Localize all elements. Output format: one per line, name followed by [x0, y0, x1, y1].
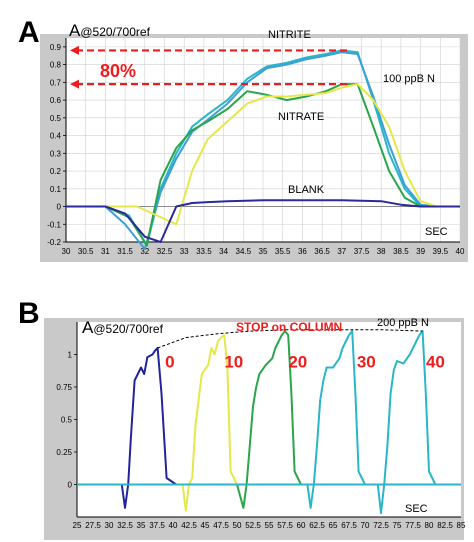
panel-b-x-tick-label: 32.5: [117, 521, 133, 530]
panel-b-label-conc: 200 ppB N: [377, 317, 429, 329]
panel-a-x-tick-label: 33: [180, 247, 189, 256]
panel-a-x-tick-label: 32.5: [157, 247, 173, 256]
panel-a-label-nitrate: NITRATE: [278, 111, 324, 123]
panel-b-y-tick-label: 0.5: [61, 416, 73, 425]
panel-a-y-tick-label: 0.9: [50, 43, 62, 52]
panel-b-peak-label: 30: [357, 353, 376, 372]
panel-a-y-tick-label: 0.7: [50, 78, 62, 87]
panel-b-envelope: [157, 329, 423, 349]
panel-a-x-tick-label: 34: [219, 247, 228, 256]
panel-b-x-tick-label: 50: [233, 521, 242, 530]
panel-b-x-tick-label: 57.5: [277, 521, 293, 530]
panel-b-x-tick-label: 77.5: [405, 521, 421, 530]
panel-a-y-tick-label: 0.5: [50, 114, 62, 123]
panel-a-title: A@520/700ref: [69, 21, 151, 40]
panel-b-peak-label: 0: [165, 353, 174, 372]
panel-b-x-tick-label: 40: [169, 521, 178, 530]
panel-a-y-tick-label: -0.2: [47, 238, 61, 247]
panel-b-x-tick-label: 62.5: [309, 521, 325, 530]
panel-b-x-tick-label: 27.5: [85, 521, 101, 530]
panel-b-x-tick-label: 30: [105, 521, 114, 530]
panel-a-x-tick-label: 30: [62, 247, 71, 256]
panel-a-y-tick-label: 0.6: [50, 96, 62, 105]
panel-a-series-blank: [66, 199, 460, 243]
panel-a-x-tick-label: 31.5: [117, 247, 133, 256]
panel-a-label-blank: BLANK: [288, 184, 325, 196]
panel-b-peak-label: 20: [288, 353, 307, 372]
panel-a-guide-arrow: [70, 79, 79, 89]
panel-a-y-tick-label: 0.8: [50, 61, 62, 70]
panel-b-x-tick-label: 52.5: [245, 521, 261, 530]
panel-a-label-conc: 100 ppB N: [383, 73, 435, 85]
panel-b-x-tick-label: 35: [137, 521, 146, 530]
panel-b-series-s10: [77, 334, 461, 512]
panel-a-title-main: A: [69, 21, 81, 40]
panel-a-label-pct: 80%: [100, 61, 136, 81]
panel-b-y-tick-label: 0.25: [56, 448, 72, 457]
panel-a-y-tick-label: 0.3: [50, 149, 62, 158]
panel-a-x-tick-label: 30.5: [78, 247, 94, 256]
panel-b-x-tick-label: 37.5: [149, 521, 165, 530]
panel-a-series-nitrate_2: [66, 83, 460, 226]
panel-b-plot-area: [77, 322, 461, 517]
panel-b-x-tick-label: 70: [361, 521, 370, 530]
panel-a-y-tick-label: 0.1: [50, 185, 62, 194]
panel-a-x-tick-label: 33.5: [196, 247, 212, 256]
panel-a-label-nitrite: NITRITE: [268, 29, 311, 41]
panel-b-label-stop: STOP on COLUMN: [236, 320, 342, 334]
panel-b-x-tick-label: 72.5: [373, 521, 389, 530]
panel-a-x-tick-label: 38: [377, 247, 386, 256]
panel-a-guide-arrow: [70, 45, 79, 55]
panel-a-x-tick-label: 36.5: [314, 247, 330, 256]
panel-a-x-tick-label: 37.5: [354, 247, 370, 256]
panel-b-series-s0: [77, 347, 186, 509]
panel-b-series-s40: [77, 330, 461, 515]
panel-a-x-tick-label: 37: [337, 247, 346, 256]
panel-b-x-tick-label: 60: [297, 521, 306, 530]
panel-b-series-s30: [77, 330, 461, 509]
panel-a-y-tick-label: 0.2: [50, 167, 62, 176]
panel-a-x-tick-label: 36: [298, 247, 307, 256]
panel-b-x-tick-label: 85: [457, 521, 466, 530]
panel-b-layer: 25 27.5 30 32.5 35 37.5 40 42.5 45 47.5 50 52.5 55 57…: [56, 322, 466, 530]
panel-a-x-tick-label: 35.5: [275, 247, 291, 256]
panel-a-title-suffix: @520/700ref: [80, 25, 150, 39]
panel-a-letter: A: [18, 16, 40, 49]
panel-b-peak-label: 10: [224, 353, 243, 372]
panel-a-x-tick-label: 35: [259, 247, 268, 256]
panel-b-x-tick-label: 67.5: [341, 521, 357, 530]
panel-b-peak-label: 40: [426, 353, 445, 372]
panel-a-x-tick-label: 38.5: [393, 247, 409, 256]
panel-b-title-suffix: @520/700ref: [93, 322, 163, 336]
panel-b-y-tick-label: 0: [68, 481, 73, 490]
panel-b-x-tick-label: 25: [73, 521, 82, 530]
panel-a-y-tick-label: -0.1: [47, 220, 61, 229]
panel-b-x-tick-label: 55: [265, 521, 274, 530]
panel-a-x-tick-label: 39.5: [433, 247, 449, 256]
panel-b-x-tick-label: 42.5: [181, 521, 197, 530]
panel-a-x-tick-label: 39: [416, 247, 425, 256]
panel-a-layer: 30 30.5 31 31.5 32 32.5 33 33.5 34 34.5 35 35.5 36 36…: [47, 38, 465, 256]
panel-a-label-sec: SEC: [425, 226, 448, 238]
panel-a-x-tick-label: 32: [140, 247, 149, 256]
panel-b-label-sec: SEC: [405, 503, 428, 515]
panel-b-title-main: A: [82, 318, 94, 337]
panel-b-x-tick-label: 47.5: [213, 521, 229, 530]
panel-a-x-tick-label: 40: [456, 247, 465, 256]
panel-b-x-tick-label: 65: [329, 521, 338, 530]
panel-b-letter: B: [18, 297, 40, 330]
panel-b-title: A@520/700ref: [82, 318, 164, 337]
panel-a-y-tick-label: 0.4: [50, 132, 62, 141]
panel-b-x-tick-label: 75: [393, 521, 402, 530]
panel-b-x-tick-label: 45: [201, 521, 210, 530]
panel-a-x-tick-label: 31: [101, 247, 110, 256]
panel-b-y-tick-label: 0.75: [56, 383, 72, 392]
panel-b-x-tick-label: 80: [425, 521, 434, 530]
panel-a-x-tick-label: 34.5: [236, 247, 252, 256]
panel-b-x-tick-label: 82.5: [437, 521, 453, 530]
panel-b-y-tick-label: 1: [68, 351, 73, 360]
panel-a-y-tick-label: 0: [57, 203, 62, 212]
